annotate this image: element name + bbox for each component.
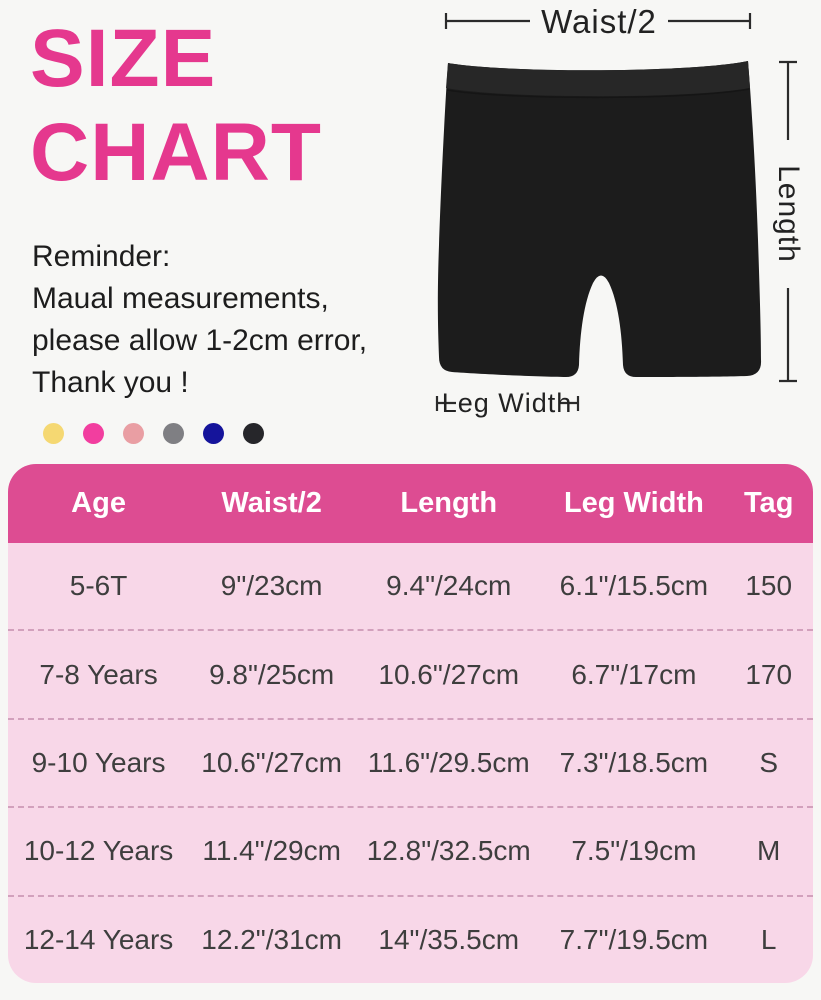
table-cell-age: 12-14 Years — [23, 923, 174, 955]
table-cell-waist: 9"/23cm — [220, 570, 323, 602]
color-swatch-black — [243, 423, 264, 444]
color-swatch-navy — [203, 423, 224, 444]
waist-label: Waist/2 — [541, 3, 657, 40]
table-cell-tag: 170 — [745, 658, 793, 690]
header-cell-length: Length — [400, 487, 498, 519]
table-cell-length: 12.8"/32.5cm — [366, 835, 531, 867]
table-cell-length: 14"/35.5cm — [378, 923, 520, 955]
table-cell-leg-width: 7.3"/18.5cm — [559, 747, 709, 779]
table-cell-tag: S — [759, 747, 779, 779]
color-swatch-gray — [163, 423, 184, 444]
color-swatch-salmon — [123, 423, 144, 444]
shorts-waistband — [446, 61, 750, 97]
reminder-line-4: Thank you ! — [32, 366, 189, 399]
shorts-diagram: Waist/2 Length Leg Width — [435, 3, 805, 418]
page-title: SIZE CHART — [30, 12, 322, 200]
table-cell-waist: 10.6"/27cm — [201, 747, 342, 779]
length-measure-line — [779, 60, 797, 383]
table-cell-leg-width: 6.1"/15.5cm — [559, 570, 709, 602]
table-cell-length: 11.6"/29.5cm — [367, 747, 530, 779]
table-cell-tag: L — [760, 923, 777, 955]
leg-width-measure-line — [435, 396, 580, 411]
table-cell-length: 10.6"/27cm — [378, 658, 520, 690]
table-body: 5-6T 9"/23cm 9.4"/24cm 6.1"/15.5cm 150 7… — [8, 543, 813, 983]
table-row: 7-8 Years 9.8"/25cm 10.6"/27cm 6.7"/17cm… — [8, 629, 813, 717]
leg-width-label: Leg Width — [442, 388, 573, 418]
reminder-text: Reminder: Maual measurements, please all… — [32, 236, 367, 404]
table-cell-waist: 9.8"/25cm — [209, 658, 335, 690]
table-cell-age: 7-8 Years — [39, 658, 158, 690]
table-row: 5-6T 9"/23cm 9.4"/24cm 6.1"/15.5cm 150 — [8, 543, 813, 629]
reminder-line-3: please allow 1-2cm error, — [32, 324, 368, 357]
color-swatch-hot-pink — [83, 423, 104, 444]
reminder-line-2: Maual measurements, — [32, 282, 329, 315]
table-row: 10-12 Years 11.4"/29cm 12.8"/32.5cm 7.5"… — [8, 806, 813, 894]
table-cell-age: 5-6T — [69, 570, 128, 602]
table-cell-leg-width: 7.5"/19cm — [571, 835, 697, 867]
table-cell-length: 9.4"/24cm — [386, 570, 512, 602]
table-cell-waist: 11.4"/29cm — [202, 835, 341, 867]
table-cell-waist: 12.2"/31cm — [201, 923, 342, 955]
color-swatch-yellow — [43, 423, 64, 444]
table-cell-leg-width: 7.7"/19.5cm — [559, 923, 709, 955]
shorts-graphic — [437, 61, 762, 377]
table-row: 12-14 Years 12.2"/31cm 14"/35.5cm 7.7"/1… — [8, 894, 813, 983]
table-cell-tag: 150 — [745, 570, 793, 602]
title-line-chart: CHART — [30, 107, 322, 198]
waist-measure-line — [444, 13, 752, 29]
size-table: Age Waist/2 Length Leg Width Tag 5-6T 9"… — [8, 464, 813, 983]
header-cell-tag: Tag — [744, 487, 794, 519]
table-row: 9-10 Years 10.6"/27cm 11.6"/29.5cm 7.3"/… — [8, 717, 813, 806]
header-cell-waist: Waist/2 — [221, 487, 322, 519]
title-line-size: SIZE — [30, 13, 217, 104]
length-label: Length — [772, 165, 805, 263]
color-options — [43, 423, 264, 444]
table-cell-leg-width: 6.7"/17cm — [571, 658, 697, 690]
table-cell-tag: M — [757, 835, 781, 867]
waistband-seam — [446, 88, 750, 99]
header-cell-age: Age — [71, 487, 126, 519]
reminder-line-1: Reminder: — [32, 240, 171, 273]
table-cell-age: 10-12 Years — [23, 835, 174, 867]
table-cell-age: 9-10 Years — [31, 747, 166, 779]
header-cell-leg-width: Leg Width — [563, 487, 704, 519]
table-header-row: Age Waist/2 Length Leg Width Tag — [8, 464, 813, 543]
